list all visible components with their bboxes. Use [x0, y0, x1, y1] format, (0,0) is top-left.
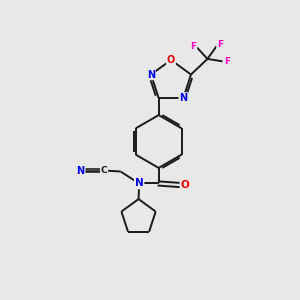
Text: C: C	[101, 166, 107, 175]
Text: N: N	[135, 178, 143, 188]
Text: F: F	[224, 57, 231, 66]
Text: N: N	[179, 93, 188, 103]
Text: O: O	[167, 55, 175, 65]
Text: N: N	[76, 166, 85, 176]
Text: F: F	[190, 41, 196, 50]
Text: O: O	[180, 180, 189, 190]
Text: F: F	[217, 40, 223, 49]
Text: N: N	[147, 70, 155, 80]
